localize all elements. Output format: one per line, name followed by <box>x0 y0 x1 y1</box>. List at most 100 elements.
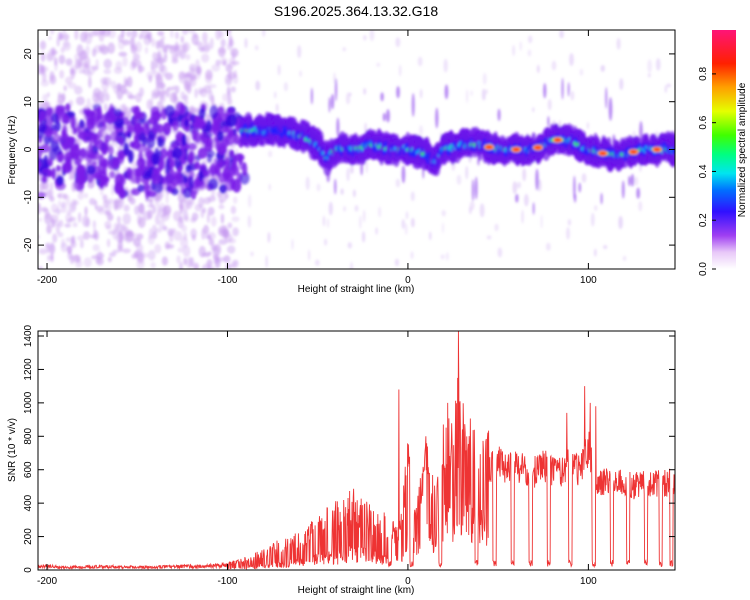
signal-cell <box>232 178 242 193</box>
signal-cell <box>79 147 87 158</box>
signal-cell <box>182 187 193 199</box>
noise-speckle <box>73 199 78 205</box>
noise-speckle <box>106 200 112 212</box>
noise-speckle <box>376 62 381 67</box>
noise-speckle <box>182 210 189 221</box>
signal-cell <box>68 148 77 157</box>
x-tick-label: 100 <box>580 576 597 587</box>
noise-speckle <box>107 213 114 222</box>
signal-cell <box>152 110 161 123</box>
noise-speckle <box>277 64 281 76</box>
noise-speckle <box>194 88 198 99</box>
noise-speckle <box>82 215 90 228</box>
noise-speckle <box>519 41 523 51</box>
noise-speckle <box>369 30 375 42</box>
noise-speckle <box>590 212 595 227</box>
signal-cell <box>157 135 162 148</box>
noise-speckle <box>122 213 132 225</box>
signal-cell <box>167 149 173 162</box>
noise-speckle <box>211 244 217 251</box>
noise-speckle <box>131 58 139 67</box>
noise-speckle <box>154 213 160 226</box>
signal-cell <box>41 175 48 184</box>
signal-cell <box>127 131 132 139</box>
noise-speckle <box>172 94 177 100</box>
noise-speckle <box>74 30 79 41</box>
noise-speckle <box>62 41 72 52</box>
noise-speckle <box>123 204 130 212</box>
noise-speckle <box>146 33 151 40</box>
noise-speckle <box>155 40 160 50</box>
noise-speckle <box>273 91 277 99</box>
noise-speckle <box>150 60 154 70</box>
streak <box>608 97 613 121</box>
noise-speckle <box>92 220 96 229</box>
noise-speckle <box>148 74 153 83</box>
noise-speckle <box>56 100 63 106</box>
noise-speckle <box>231 216 240 222</box>
noise-speckle <box>49 196 55 202</box>
noise-speckle <box>622 255 627 261</box>
signal-cell <box>135 111 145 119</box>
noise-speckle <box>179 49 186 60</box>
signal-cell <box>48 128 59 136</box>
signal-cell <box>68 143 79 150</box>
noise-speckle <box>594 205 598 211</box>
signal-cell <box>188 176 194 189</box>
signal-cell <box>164 105 176 117</box>
noise-speckle <box>618 215 623 230</box>
signal-cell <box>109 170 116 179</box>
noise-speckle <box>74 85 83 95</box>
streak <box>310 87 314 105</box>
noise-speckle <box>326 218 330 228</box>
noise-speckle <box>183 232 188 241</box>
noise-speckle <box>180 35 185 44</box>
streak <box>567 82 570 97</box>
peak-core <box>533 145 542 150</box>
signal-cell <box>228 130 234 137</box>
noise-speckle <box>54 57 58 66</box>
noise-speckle <box>118 51 128 57</box>
noise-speckle <box>579 68 584 76</box>
noise-speckle <box>184 80 191 91</box>
noise-speckle <box>363 88 367 95</box>
noise-speckle <box>512 181 518 195</box>
noise-speckle <box>527 35 533 44</box>
noise-speckle <box>105 93 110 102</box>
noise-speckle <box>160 213 170 222</box>
signal-cell <box>65 103 71 112</box>
streak <box>573 193 577 203</box>
streak <box>334 178 337 195</box>
noise-speckle <box>179 261 183 269</box>
peak-core <box>598 151 607 156</box>
noise-speckle <box>223 229 228 240</box>
noise-speckle <box>207 266 216 269</box>
noise-speckle <box>147 249 156 261</box>
noise-speckle <box>161 35 166 41</box>
streak <box>380 92 384 102</box>
noise-speckle <box>38 202 42 215</box>
noise-speckle <box>210 94 215 107</box>
streak <box>497 108 501 122</box>
ridge-cell <box>353 132 358 142</box>
noise-speckle <box>207 251 212 256</box>
snr-y-label: SNR (10 * v/v) <box>7 418 18 482</box>
colorbar: 0.0 0.2 0.4 0.6 0.8 Normalized spectral ampl… <box>698 30 748 276</box>
signal-cell <box>84 154 95 163</box>
noise-speckle <box>83 231 91 240</box>
noise-speckle <box>75 259 83 268</box>
signal-cell <box>151 171 162 185</box>
noise-speckle <box>86 97 91 107</box>
signal-cell <box>102 158 108 168</box>
noise-speckle <box>165 192 169 205</box>
noise-speckle <box>100 45 109 55</box>
signal-cell <box>223 135 232 142</box>
noise-speckle <box>147 203 154 208</box>
noise-speckle <box>50 47 56 57</box>
noise-speckle <box>308 249 311 261</box>
signal-cell <box>199 165 206 173</box>
signal-cell <box>184 118 189 128</box>
noise-speckle <box>247 194 252 208</box>
y-tick-label: 1400 <box>23 324 34 347</box>
